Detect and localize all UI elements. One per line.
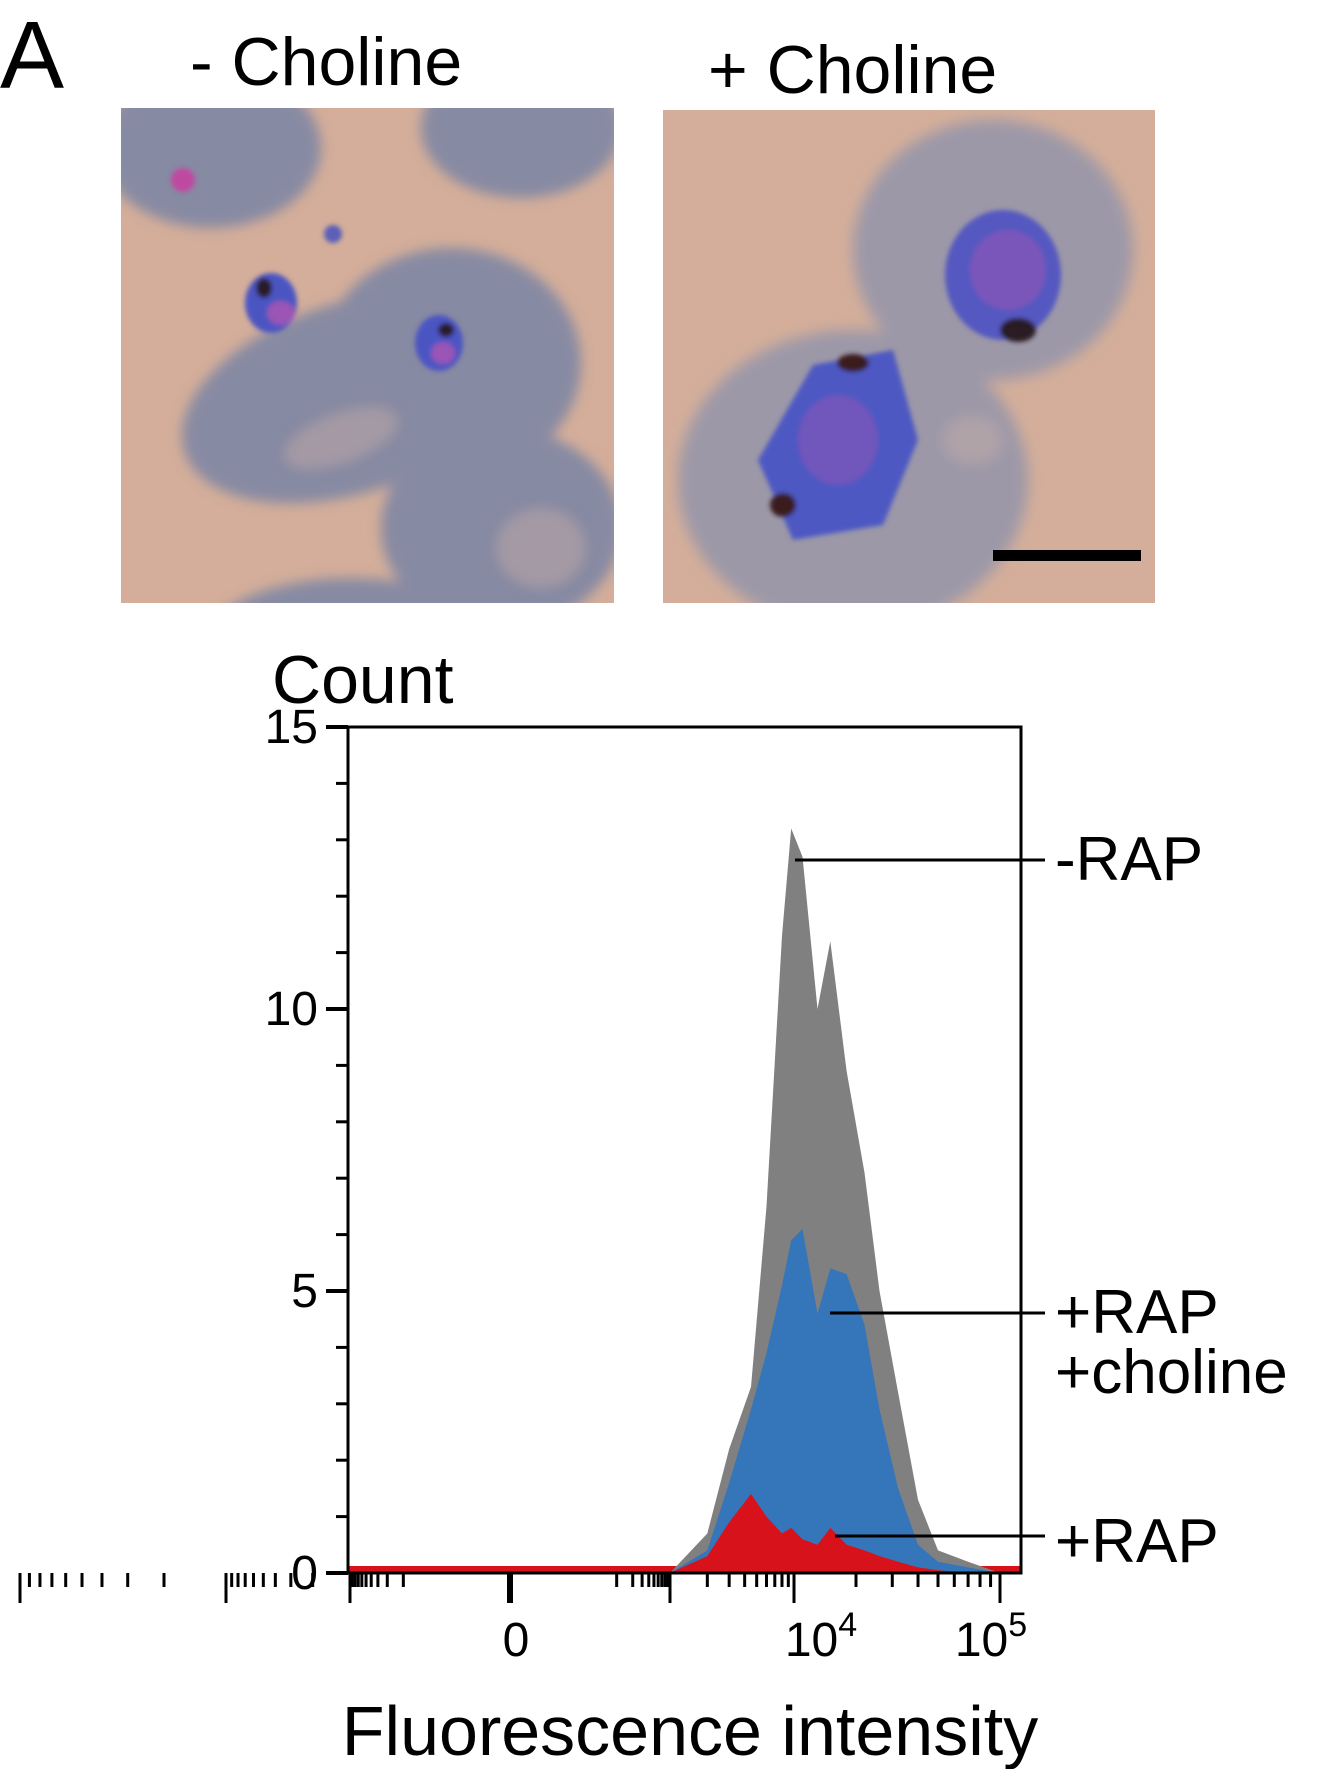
plot-frame [346,725,1023,1575]
y-tick-label: 5 [291,1265,318,1318]
series-direct-label: +RAP [1055,1507,1219,1576]
x-axis-title: Fluorescence intensity [342,1692,1038,1769]
y-tick-label: 15 [265,701,318,754]
micrograph-minus-choline [121,108,614,603]
plus-choline-label: + Choline [708,32,998,108]
series-area-2 [670,1494,1000,1573]
scale-bar [993,550,1141,561]
y-tick-label: 10 [265,983,318,1036]
series-direct-label: -RAP [1055,825,1203,894]
series-direct-label: +choline [1055,1338,1288,1407]
minus-choline-label: - Choline [190,24,463,100]
panel-letter: A [0,2,65,109]
x-tick-label: 0 [503,1614,530,1667]
x-tick-label: 104 [785,1606,857,1667]
x-tick-label: 105 [955,1606,1027,1667]
y-axis-title: Count [272,642,454,718]
micrograph-plus-choline [663,110,1155,603]
series-direct-label: +RAP [1055,1278,1219,1347]
series-area-1 [670,1229,1000,1573]
series-area-0 [670,828,1000,1573]
